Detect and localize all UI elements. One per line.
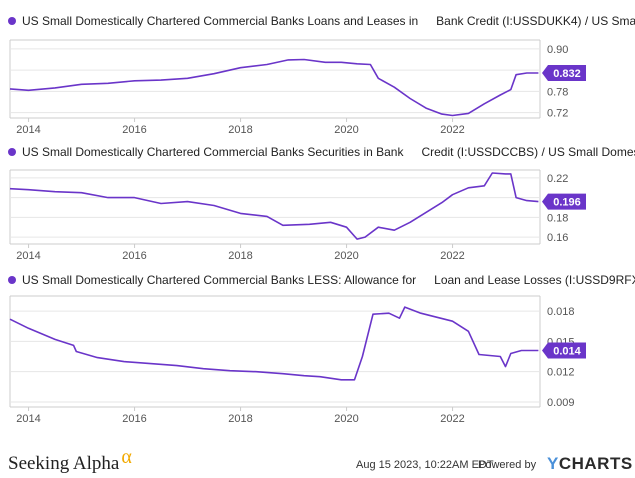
x-tick-label: 2020 — [334, 413, 358, 425]
series-line — [9, 306, 539, 381]
chart-title-text: US Small Domestically Chartered Commerci… — [22, 14, 419, 28]
last-value-label: 0.832 — [553, 68, 581, 80]
y-tick-label: 0.78 — [547, 86, 568, 98]
chart-title-continuation: Credit (I:USSDCCBS) / US Small Domestica — [421, 145, 635, 159]
chart-title-allowance: US Small Domestically Chartered Commerci… — [8, 272, 635, 288]
last-value-label: 0.014 — [553, 345, 581, 357]
y-tick-label: 0.22 — [547, 173, 568, 185]
chart-title-continuation: Loan and Lease Losses (I:USSD9RFX) / US … — [434, 273, 635, 287]
y-tick-label: 0.72 — [547, 108, 568, 120]
footer: Seeking Alpha α Aug 15 2023, 10:22AM EDT.… — [0, 446, 635, 478]
legend-dot — [8, 148, 16, 156]
x-tick-label: 2020 — [334, 250, 358, 262]
legend-dot — [8, 17, 16, 25]
x-tick-label: 2014 — [16, 124, 40, 136]
legend-dot — [8, 276, 16, 284]
y-tick-label: 0.90 — [547, 44, 568, 56]
x-tick-label: 2022 — [440, 413, 464, 425]
x-tick-label: 2014 — [16, 250, 40, 262]
y-tick-label: 0.018 — [547, 306, 575, 318]
x-tick-label: 2022 — [440, 250, 464, 262]
powered-by-label: Powered by — [478, 459, 537, 471]
chart-title-securities: US Small Domestically Chartered Commerci… — [8, 144, 635, 160]
series-line — [9, 58, 539, 117]
x-tick-label: 2014 — [16, 413, 40, 425]
chart-title-continuation: Bank Credit (I:USSDUKK4) / US Small Dome… — [436, 14, 635, 28]
brand-text: Seeking Alpha — [8, 453, 120, 474]
ycharts-logo[interactable]: YCHARTS — [547, 454, 633, 474]
last-value-label: 0.196 — [553, 197, 581, 209]
y-tick-label: 0.16 — [547, 232, 568, 244]
last-value-badge — [542, 193, 586, 210]
chart-panel-loans: US Small Domestically Chartered Commerci… — [0, 13, 635, 143]
x-tick-label: 2020 — [334, 124, 358, 136]
x-tick-label: 2016 — [122, 124, 146, 136]
x-tick-label: 2018 — [228, 124, 252, 136]
y-tick-label: 0.009 — [547, 397, 575, 409]
chart-svg-securities: 0.220.200.180.16201420162018202020220.19… — [9, 169, 586, 262]
y-tick-label: 0.012 — [547, 367, 575, 379]
last-value-badge — [542, 342, 586, 359]
alpha-icon: α — [121, 446, 132, 468]
last-value-badge — [542, 64, 586, 81]
x-tick-label: 2016 — [122, 413, 146, 425]
series-line — [9, 172, 539, 240]
y-tick-label: 0.18 — [547, 212, 568, 224]
x-tick-label: 2018 — [228, 413, 252, 425]
x-tick-label: 2016 — [122, 250, 146, 262]
chart-panel-securities: US Small Domestically Chartered Commerci… — [0, 144, 635, 269]
chart-panel-allowance: US Small Domestically Chartered Commerci… — [0, 272, 635, 432]
chart-title-loans: US Small Domestically Chartered Commerci… — [8, 13, 635, 29]
chart-title-text: US Small Domestically Chartered Commerci… — [22, 273, 417, 287]
timestamp: Aug 15 2023, 10:22AM EDT. — [356, 459, 496, 471]
x-tick-label: 2022 — [440, 124, 464, 136]
seeking-alpha-logo[interactable]: Seeking Alpha α — [8, 446, 132, 475]
chart-title-text: US Small Domestically Chartered Commerci… — [22, 145, 404, 159]
ycharts-wordmark: CHARTS — [558, 454, 633, 473]
ycharts-y-mark: Y — [547, 454, 559, 473]
chart-svg-loans: 0.900.840.780.72201420162018202020220.83… — [9, 39, 586, 136]
x-tick-label: 2018 — [228, 250, 252, 262]
